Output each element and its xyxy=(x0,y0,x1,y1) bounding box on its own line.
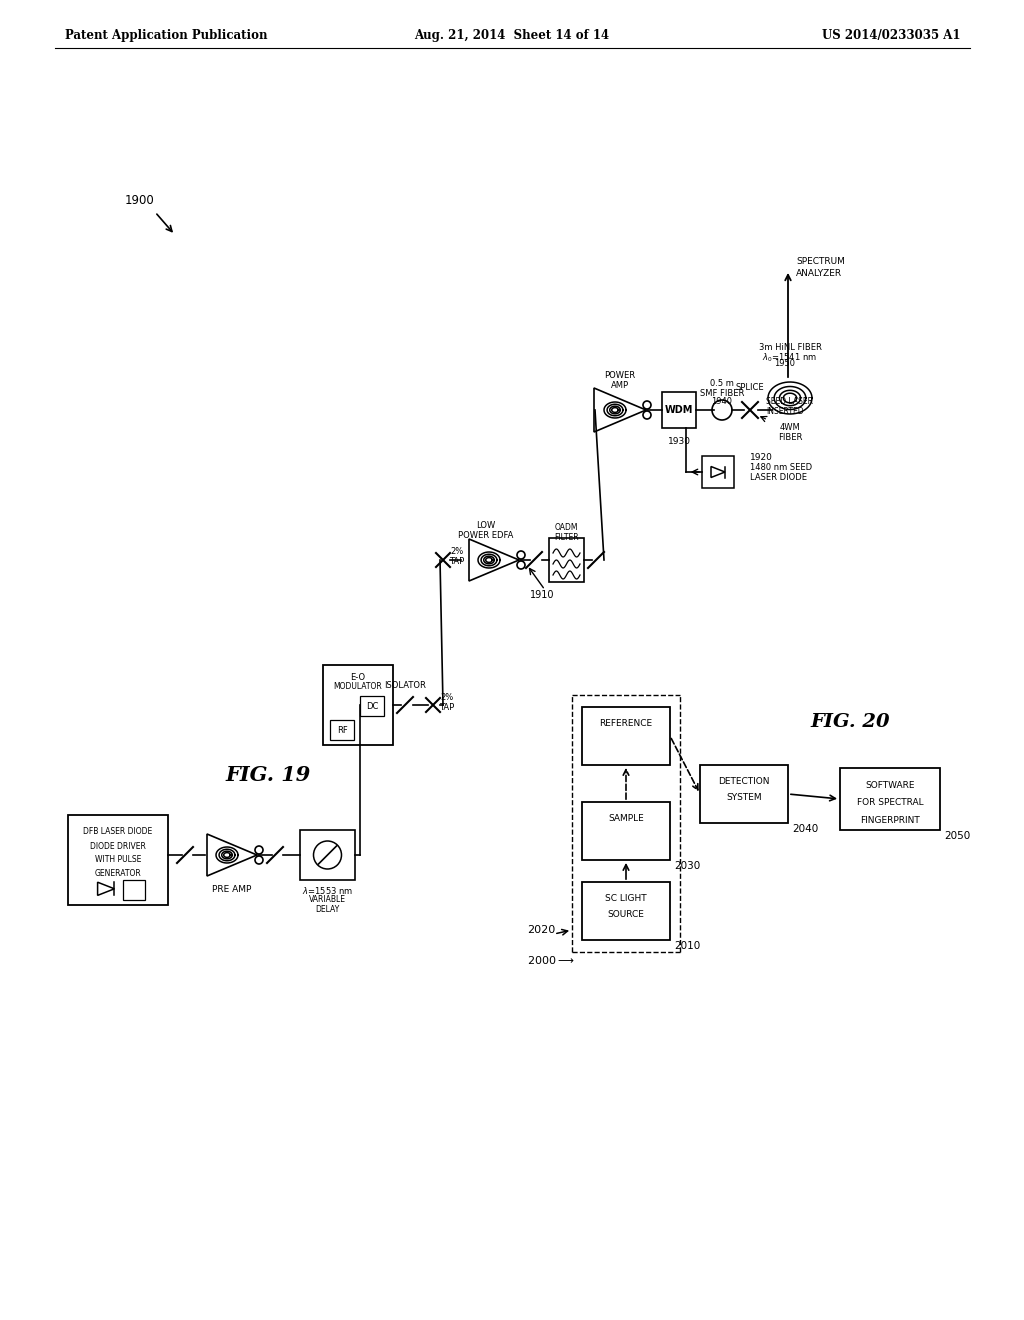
Text: DETECTION: DETECTION xyxy=(718,776,770,785)
Text: 2%: 2% xyxy=(451,548,464,557)
Text: 1920: 1920 xyxy=(750,454,773,462)
FancyBboxPatch shape xyxy=(330,721,354,741)
Text: FILTER: FILTER xyxy=(554,533,579,543)
Text: WDM: WDM xyxy=(665,405,693,414)
Text: GENERATOR: GENERATOR xyxy=(94,869,141,878)
Text: 4WM: 4WM xyxy=(779,424,801,433)
Text: OADM: OADM xyxy=(555,524,579,532)
FancyBboxPatch shape xyxy=(68,814,168,906)
Text: 1940: 1940 xyxy=(712,397,732,407)
FancyBboxPatch shape xyxy=(840,768,940,830)
Text: 2030: 2030 xyxy=(674,861,700,871)
Text: ANALYZER: ANALYZER xyxy=(796,268,842,277)
Circle shape xyxy=(643,401,651,409)
Text: 1910: 1910 xyxy=(530,590,555,601)
FancyBboxPatch shape xyxy=(360,696,384,717)
Text: 2000$\longrightarrow$: 2000$\longrightarrow$ xyxy=(527,954,574,966)
Polygon shape xyxy=(594,388,646,432)
Text: SEED LASER: SEED LASER xyxy=(766,397,813,407)
Text: INSERTED: INSERTED xyxy=(766,407,804,416)
Circle shape xyxy=(643,411,651,418)
Text: 2040: 2040 xyxy=(792,824,818,834)
Circle shape xyxy=(517,561,525,569)
Circle shape xyxy=(712,400,732,420)
Text: 2050: 2050 xyxy=(944,832,971,841)
Text: FOR SPECTRAL: FOR SPECTRAL xyxy=(857,799,924,808)
Text: DIODE DRIVER: DIODE DRIVER xyxy=(90,842,146,851)
FancyBboxPatch shape xyxy=(702,455,734,488)
Text: TAP: TAP xyxy=(439,702,455,711)
Circle shape xyxy=(255,855,263,865)
Text: 1480 nm SEED: 1480 nm SEED xyxy=(750,463,812,473)
FancyBboxPatch shape xyxy=(323,665,393,744)
FancyBboxPatch shape xyxy=(582,708,670,766)
Text: SC LIGHT: SC LIGHT xyxy=(605,894,647,903)
Polygon shape xyxy=(469,539,519,581)
Text: 2010: 2010 xyxy=(674,941,700,950)
FancyBboxPatch shape xyxy=(662,392,696,428)
Text: SMF FIBER: SMF FIBER xyxy=(699,388,744,397)
Text: FIG. 19: FIG. 19 xyxy=(225,766,310,785)
Text: 1950: 1950 xyxy=(774,359,796,368)
Text: TAP: TAP xyxy=(450,557,465,566)
Text: POWER: POWER xyxy=(604,371,636,380)
FancyBboxPatch shape xyxy=(700,766,788,822)
Text: 2020: 2020 xyxy=(527,925,555,935)
Text: FIBER: FIBER xyxy=(778,433,802,442)
Text: SYSTEM: SYSTEM xyxy=(726,793,762,803)
Polygon shape xyxy=(97,882,115,895)
Circle shape xyxy=(517,550,525,558)
Text: ISOLATOR: ISOLATOR xyxy=(384,681,426,689)
Text: 1930: 1930 xyxy=(668,437,690,446)
Text: DELAY: DELAY xyxy=(315,904,340,913)
Text: SOURCE: SOURCE xyxy=(607,909,644,919)
Text: WITH PULSE: WITH PULSE xyxy=(95,855,141,865)
FancyBboxPatch shape xyxy=(582,803,670,861)
FancyBboxPatch shape xyxy=(123,880,145,900)
Text: AMP: AMP xyxy=(611,381,629,391)
Text: VARIABLE: VARIABLE xyxy=(309,895,346,904)
Polygon shape xyxy=(207,834,257,876)
Text: PRE AMP: PRE AMP xyxy=(212,884,252,894)
Text: E-O: E-O xyxy=(350,673,366,682)
FancyBboxPatch shape xyxy=(300,830,355,880)
Text: MODULATOR: MODULATOR xyxy=(334,682,382,692)
Polygon shape xyxy=(711,466,725,478)
Text: SOFTWARE: SOFTWARE xyxy=(865,781,914,789)
Text: REFERENCE: REFERENCE xyxy=(599,718,652,727)
Text: Aug. 21, 2014  Sheet 14 of 14: Aug. 21, 2014 Sheet 14 of 14 xyxy=(415,29,609,41)
Text: 2%: 2% xyxy=(440,693,454,701)
Text: FIG. 20: FIG. 20 xyxy=(810,713,890,731)
Text: 0.5 m: 0.5 m xyxy=(710,380,734,388)
Text: US 2014/0233035 A1: US 2014/0233035 A1 xyxy=(821,29,961,41)
Text: SPLICE: SPLICE xyxy=(735,384,764,392)
Text: 1900: 1900 xyxy=(125,194,155,206)
FancyBboxPatch shape xyxy=(549,539,584,582)
Text: LASER DIODE: LASER DIODE xyxy=(750,474,807,483)
Text: RF: RF xyxy=(337,726,347,735)
Circle shape xyxy=(313,841,341,869)
Circle shape xyxy=(255,846,263,854)
Text: 3m HiNL FIBER: 3m HiNL FIBER xyxy=(759,343,821,352)
Text: DC: DC xyxy=(366,702,378,710)
Text: SPECTRUM: SPECTRUM xyxy=(796,257,845,267)
Text: DFB LASER DIODE: DFB LASER DIODE xyxy=(83,826,153,836)
Text: SAMPLE: SAMPLE xyxy=(608,813,644,822)
Text: FINGERPRINT: FINGERPRINT xyxy=(860,816,920,825)
FancyBboxPatch shape xyxy=(582,882,670,940)
Text: LOW: LOW xyxy=(476,521,496,531)
Text: Patent Application Publication: Patent Application Publication xyxy=(65,29,267,41)
Text: $\lambda$=1553 nm: $\lambda$=1553 nm xyxy=(302,884,353,895)
Text: $\lambda_0$=1541 nm: $\lambda_0$=1541 nm xyxy=(763,351,817,364)
Text: POWER EDFA: POWER EDFA xyxy=(459,531,514,540)
